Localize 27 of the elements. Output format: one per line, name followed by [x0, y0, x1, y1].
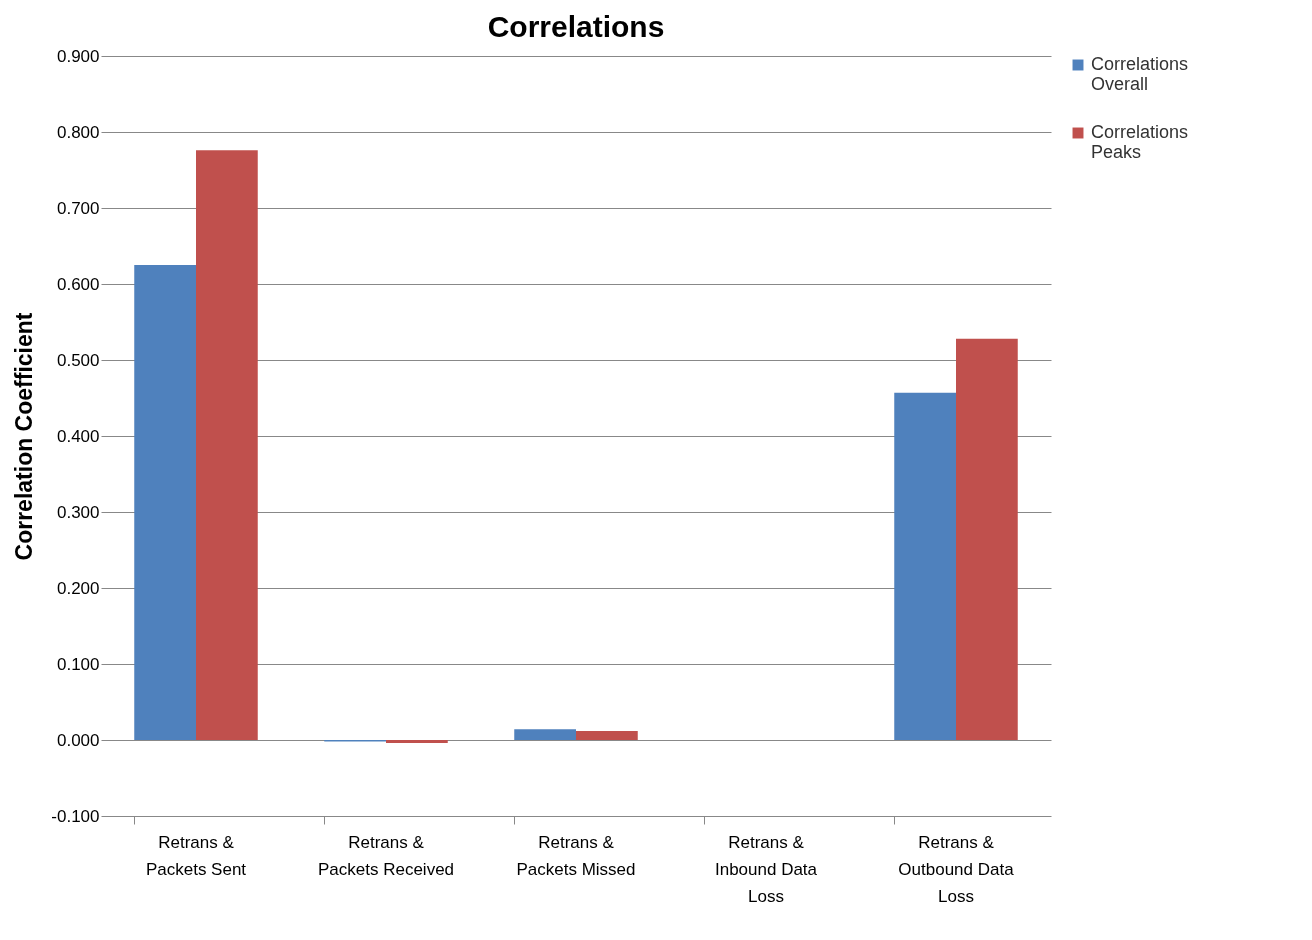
- y-tick-label: 0.600: [56, 274, 100, 294]
- chart-title: Correlations: [487, 10, 665, 43]
- y-tick-label: 0.500: [56, 350, 100, 370]
- bar: [386, 740, 448, 744]
- y-tick-label: 0.700: [56, 198, 100, 218]
- x-tick-label: Retrans & Packets Received: [317, 832, 455, 879]
- y-tick-label: 0.400: [56, 426, 100, 446]
- y-tick-label: 0.200: [56, 578, 100, 598]
- bar: [956, 338, 1018, 740]
- bar: [576, 730, 638, 740]
- bar: [196, 150, 258, 740]
- bar: [134, 265, 196, 740]
- x-tick-label: Retrans & Packets Missed: [516, 832, 636, 879]
- bar: [894, 392, 956, 740]
- bar: [514, 729, 576, 740]
- y-tick-label: 0.300: [56, 502, 100, 522]
- x-tick-label: Retrans & Outbound Data Loss: [898, 832, 1015, 906]
- y-tick-label: -0.100: [51, 806, 100, 826]
- legend-label: Correlations Peaks: [1091, 122, 1189, 162]
- x-tick-label: Retrans & Packets Sent: [145, 832, 247, 879]
- y-axis-title: Correlation Coefficient: [11, 312, 38, 561]
- y-tick-label: 0.100: [56, 654, 100, 674]
- y-tick-label: 0.000: [56, 730, 100, 750]
- legend-label: Correlations Overall: [1091, 54, 1189, 94]
- x-tick-label: Retrans & Inbound Data Loss: [714, 832, 818, 906]
- y-tick-label: 0.800: [56, 122, 100, 142]
- y-tick-label: 0.900: [56, 46, 100, 66]
